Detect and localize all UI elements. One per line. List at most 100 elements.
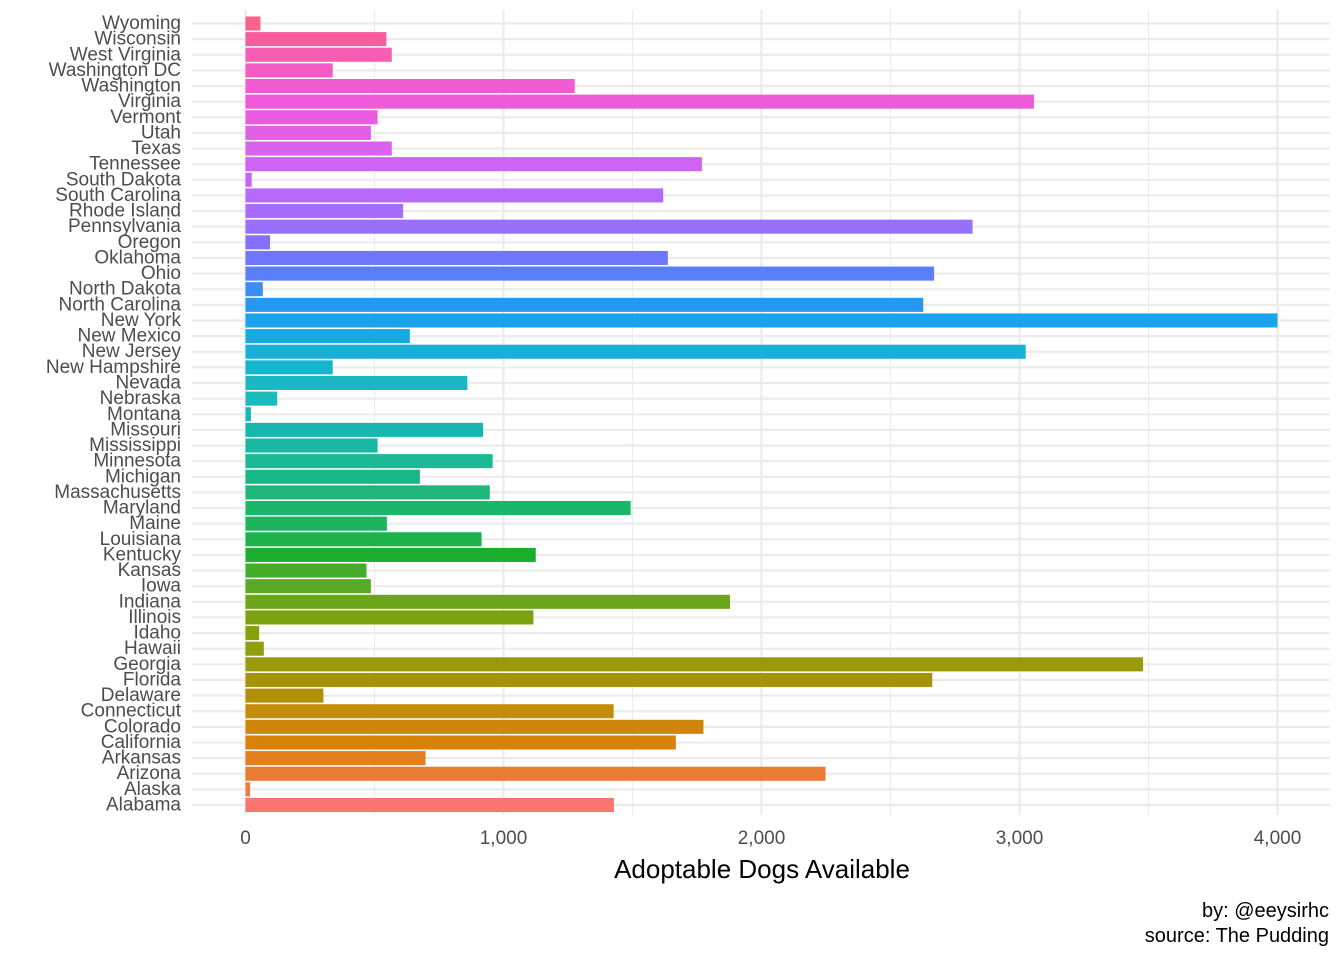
- y-tick-label: Alaska: [124, 779, 181, 800]
- bar-oklahoma: [245, 250, 668, 265]
- bar-virginia: [245, 94, 1034, 109]
- bar-ohio: [245, 266, 935, 281]
- y-tick-label: New Hampshire: [46, 357, 181, 378]
- y-tick-label: Iowa: [141, 576, 182, 597]
- bar-connecticut: [245, 704, 614, 719]
- bar-california: [245, 735, 676, 750]
- bar-oregon: [245, 235, 271, 250]
- bar-maine: [245, 516, 387, 531]
- bar-louisiana: [245, 532, 482, 547]
- bar-illinois: [245, 610, 534, 625]
- bar-idaho: [245, 626, 260, 641]
- bar-maryland: [245, 500, 631, 516]
- y-tick-label: Illinois: [128, 607, 181, 628]
- bar-utah: [245, 125, 371, 140]
- bar-indiana: [245, 594, 731, 609]
- y-tick-label: California: [101, 732, 182, 753]
- bar-alaska: [245, 782, 251, 797]
- y-tick-label: Michigan: [105, 466, 181, 487]
- y-tick-label: Colorado: [104, 716, 181, 737]
- bar-mississippi: [245, 438, 378, 453]
- y-tick-label: Utah: [141, 122, 181, 143]
- y-tick-label: North Dakota: [69, 279, 181, 300]
- bar-new-jersey: [245, 344, 1026, 359]
- y-tick-label: Washington DC: [49, 60, 181, 81]
- bar-nebraska: [245, 391, 278, 406]
- y-tick-label: Washington: [81, 76, 181, 97]
- bar-west-virginia: [245, 47, 392, 62]
- bar-washington-dc: [245, 63, 333, 78]
- caption-source: source: The Pudding: [1145, 925, 1329, 947]
- x-tick-label: 1,000: [480, 828, 528, 849]
- y-tick-label: New York: [101, 310, 182, 331]
- bar-south-carolina: [245, 188, 664, 203]
- bar-minnesota: [245, 454, 493, 469]
- y-tick-label: Arkansas: [102, 748, 181, 769]
- x-axis-tick-labels: 0 1,000 2,000 3,000 4,000: [240, 828, 1301, 849]
- bar-alabama: [245, 797, 614, 813]
- bar-new-york: [245, 313, 1278, 328]
- y-tick-label: Louisiana: [100, 529, 182, 550]
- y-tick-label: Florida: [123, 669, 182, 690]
- bar-delaware: [245, 688, 324, 703]
- x-axis-title: Adoptable Dogs Available: [614, 854, 910, 884]
- y-tick-label: Ohio: [141, 263, 181, 284]
- y-tick-label: Kansas: [118, 560, 181, 581]
- y-tick-label: Hawaii: [124, 638, 181, 659]
- bar-south-dakota: [245, 172, 252, 187]
- bar-tennessee: [245, 157, 702, 172]
- bar-washington: [245, 78, 575, 94]
- bar-montana: [245, 407, 251, 422]
- caption-author: by: @eeysirhc: [1202, 900, 1329, 922]
- bars: [245, 16, 1278, 813]
- y-tick-label: Oregon: [118, 232, 181, 253]
- y-tick-label: New Mexico: [78, 326, 181, 347]
- y-tick-label: West Virginia: [70, 44, 182, 65]
- bar-texas: [245, 141, 392, 156]
- y-tick-label: Kentucky: [103, 544, 182, 565]
- y-tick-label: Minnesota: [93, 451, 181, 472]
- y-tick-label: Alabama: [106, 795, 181, 816]
- bar-nevada: [245, 375, 468, 391]
- y-axis-tick-labels: AlabamaAlaskaArizonaArkansasCaliforniaCo…: [46, 13, 182, 816]
- y-tick-label: Texas: [131, 138, 181, 159]
- y-tick-label: Vermont: [110, 107, 181, 128]
- y-tick-label: Indiana: [119, 591, 182, 612]
- bar-florida: [245, 672, 933, 687]
- x-tick-label: 0: [240, 828, 251, 849]
- y-tick-label: Nebraska: [100, 388, 182, 409]
- y-tick-label: Georgia: [113, 654, 181, 675]
- y-tick-label: Wisconsin: [94, 29, 181, 50]
- bar-kansas: [245, 563, 367, 578]
- y-tick-label: Massachusetts: [54, 482, 181, 503]
- y-tick-label: Maine: [129, 513, 181, 534]
- y-tick-label: Wyoming: [102, 13, 181, 34]
- y-tick-label: Idaho: [133, 623, 181, 644]
- y-tick-label: South Carolina: [55, 185, 181, 206]
- bar-georgia: [245, 657, 1144, 672]
- x-tick-label: 4,000: [1254, 828, 1302, 849]
- bar-wisconsin: [245, 32, 387, 47]
- bar-north-carolina: [245, 297, 924, 312]
- bar-massachusetts: [245, 485, 490, 500]
- y-tick-label: Connecticut: [81, 701, 182, 722]
- bar-wyoming: [245, 16, 261, 31]
- y-tick-label: Virginia: [118, 91, 181, 112]
- y-tick-label: Missouri: [110, 419, 181, 440]
- y-tick-label: Delaware: [101, 685, 181, 706]
- y-tick-label: Rhode Island: [69, 201, 181, 222]
- bar-michigan: [245, 469, 420, 484]
- bar-arizona: [245, 766, 826, 781]
- bar-hawaii: [245, 641, 264, 656]
- bar-kentucky: [245, 547, 536, 562]
- y-tick-label: North Carolina: [59, 294, 182, 315]
- y-tick-label: Tennessee: [89, 154, 181, 175]
- bar-arkansas: [245, 751, 426, 766]
- x-tick-label: 3,000: [996, 828, 1044, 849]
- bar-pennsylvania: [245, 219, 973, 234]
- bar-missouri: [245, 422, 484, 437]
- y-tick-label: Mississippi: [89, 435, 181, 456]
- bar-vermont: [245, 110, 378, 125]
- y-tick-label: Maryland: [103, 498, 181, 519]
